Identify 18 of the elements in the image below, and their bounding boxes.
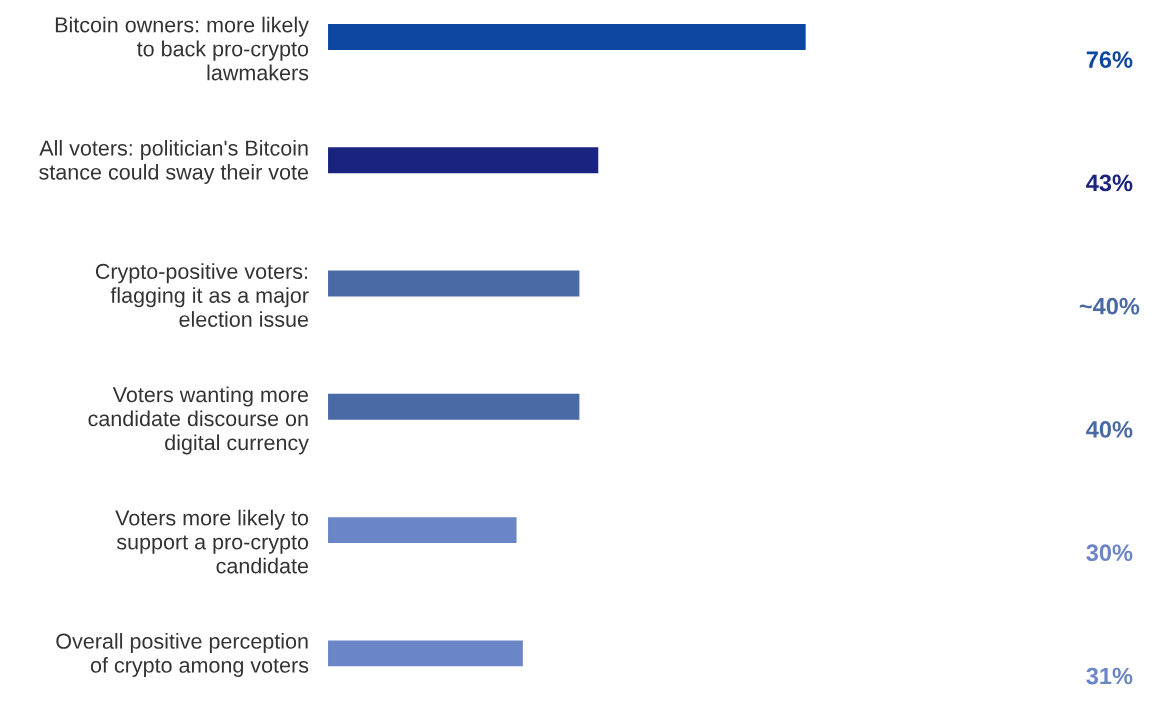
y-tick-label: Crypto-positive voters: flagging it as a major election issue (95, 263, 309, 327)
bar (328, 640, 523, 667)
y-tick-label: Overall positive perception of crypto among voters (56, 633, 309, 678)
data-label: ~40% (1079, 297, 1140, 315)
data-label: 76% (1086, 51, 1133, 68)
bar (328, 270, 580, 297)
data-label: 31% (1086, 667, 1133, 685)
y-tick-label: All voters: politician's Bitcoin stance could sway their vote (39, 139, 309, 184)
bar (328, 393, 580, 420)
bar (328, 517, 517, 544)
y-tick-label: Voters more likely to support a pro-crypto candidate (115, 509, 309, 574)
y-tick-label: Voters wanting more candidate discourse on digital currency (88, 386, 309, 455)
bar (328, 24, 806, 50)
data-label: 30% (1086, 544, 1133, 562)
data-label: 43% (1086, 174, 1133, 192)
data-label: 40% (1086, 421, 1133, 438)
y-tick-label: Bitcoin owners: more likely to back pro-crypto lawmakers (55, 16, 309, 81)
bar (328, 147, 599, 174)
